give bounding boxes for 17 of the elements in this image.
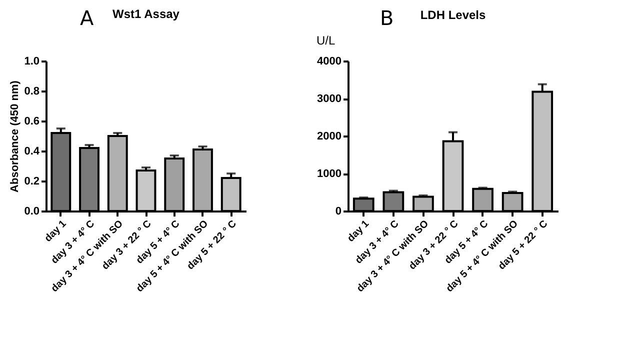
chart-title: LDH Levels: [420, 8, 486, 22]
y-tick-label: 0.8: [24, 86, 40, 98]
chart-title: Wst1 Assay: [112, 7, 180, 21]
y-tick-label: 3000: [317, 93, 342, 105]
y-tick-label: 0: [335, 206, 342, 218]
y-tick-label: 4000: [317, 56, 342, 68]
y-tick-label: 1.0: [24, 56, 40, 68]
y-axis-title: U/L: [316, 34, 336, 48]
text: A: [80, 6, 94, 30]
y-tick-label: 0.0: [24, 206, 40, 218]
y-tick-label: 0.4: [24, 146, 40, 158]
y-tick-label: 1000: [317, 168, 342, 180]
y-tick-label: 0.6: [24, 116, 40, 128]
y-tick-label: 0.2: [24, 176, 40, 188]
text: B: [380, 6, 394, 30]
y-axis-title: Absorbance (450 nm): [9, 80, 22, 192]
y-tick-label: 2000: [317, 130, 342, 142]
